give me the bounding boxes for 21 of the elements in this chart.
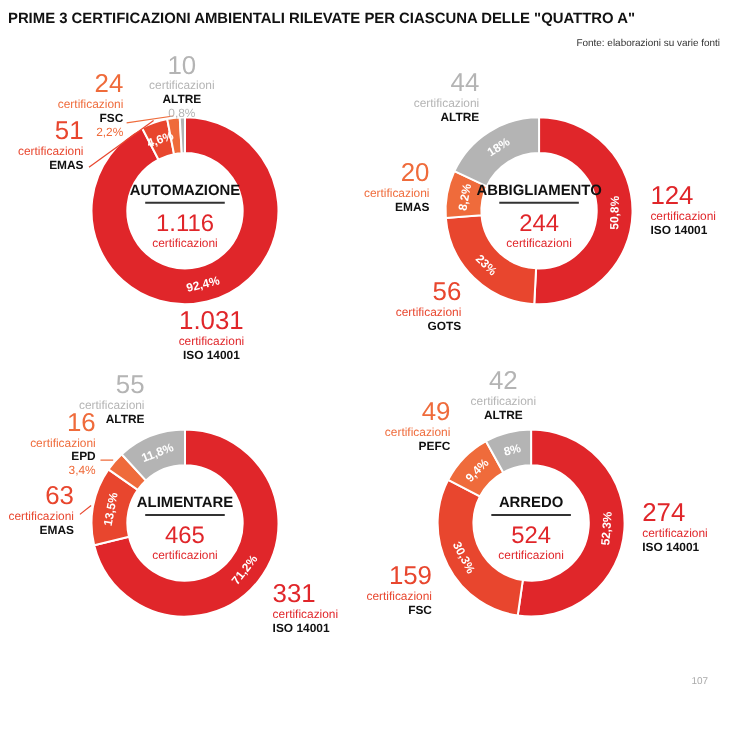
text: 244: [519, 208, 560, 237]
data-label: 51: [54, 114, 84, 145]
text: 524: [511, 520, 552, 549]
data-label: 49: [421, 396, 451, 427]
data-label: 20: [400, 156, 430, 187]
data-label: 24: [94, 68, 124, 99]
data-label: 56: [432, 276, 462, 307]
donut-slice: [90, 116, 280, 306]
text: 465: [165, 520, 206, 549]
data-label: 124: [650, 179, 694, 210]
data-label: 44: [450, 66, 480, 97]
data-label: 1.031: [179, 304, 244, 335]
data-label: 10: [167, 49, 197, 80]
data-label: 16: [66, 406, 96, 437]
data-label: 63: [45, 479, 74, 510]
data-label: 274: [642, 497, 686, 528]
data-label: 42: [488, 365, 518, 396]
text: 1.116: [156, 208, 215, 237]
data-label: 331: [272, 577, 316, 608]
data-label: 159: [388, 559, 432, 590]
data-label: 55: [115, 369, 145, 400]
